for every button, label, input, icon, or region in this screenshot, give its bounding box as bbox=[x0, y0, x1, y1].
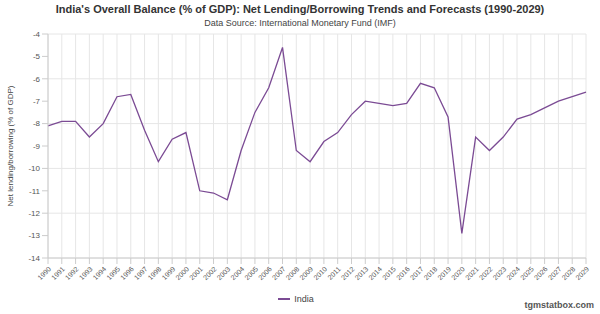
svg-text:1990: 1990 bbox=[36, 265, 52, 281]
svg-text:2018: 2018 bbox=[423, 265, 439, 281]
svg-text:2010: 2010 bbox=[312, 265, 328, 281]
svg-text:-14: -14 bbox=[28, 254, 40, 263]
svg-text:2001: 2001 bbox=[188, 265, 204, 281]
svg-text:1991: 1991 bbox=[50, 265, 66, 281]
html-text:Data Source: International Mon: Data Source: International Monetary Fund… bbox=[204, 18, 396, 28]
svg-text:1998: 1998 bbox=[147, 265, 163, 281]
svg-text:1993: 1993 bbox=[78, 265, 94, 281]
svg-text:2021: 2021 bbox=[464, 265, 480, 281]
svg-text:2022: 2022 bbox=[478, 265, 494, 281]
svg-text:1997: 1997 bbox=[133, 265, 149, 281]
svg-text:2004: 2004 bbox=[229, 265, 245, 281]
svg-text:Net lending/borrowing (% of GD: Net lending/borrowing (% of GDP) bbox=[8, 85, 15, 206]
svg-text:2013: 2013 bbox=[354, 265, 370, 281]
svg-text:2002: 2002 bbox=[202, 265, 218, 281]
svg-text:2017: 2017 bbox=[409, 265, 425, 281]
html-text:India's Overall Balance (% of: India's Overall Balance (% of GDP): Net … bbox=[55, 3, 545, 15]
svg-text:2026: 2026 bbox=[533, 265, 549, 281]
svg-text:2025: 2025 bbox=[519, 265, 535, 281]
svg-text:2019: 2019 bbox=[436, 265, 452, 281]
svg-text:2005: 2005 bbox=[243, 265, 259, 281]
svg-text:2028: 2028 bbox=[560, 265, 576, 281]
svg-text:-12: -12 bbox=[28, 209, 40, 218]
svg-text:2003: 2003 bbox=[216, 265, 232, 281]
svg-text:-5: -5 bbox=[33, 52, 41, 61]
html-text:tgmstatbox.com: tgmstatbox.com bbox=[524, 300, 594, 310]
svg-text:2007: 2007 bbox=[271, 265, 287, 281]
svg-text:1996: 1996 bbox=[119, 265, 135, 281]
svg-text:-11: -11 bbox=[29, 187, 41, 196]
svg-text:-10: -10 bbox=[28, 164, 40, 173]
svg-text:-13: -13 bbox=[28, 231, 40, 240]
svg-text:2015: 2015 bbox=[381, 265, 397, 281]
svg-text:-6: -6 bbox=[33, 75, 41, 84]
svg-text:1995: 1995 bbox=[105, 265, 121, 281]
svg-text:2000: 2000 bbox=[174, 265, 190, 281]
svg-text:2020: 2020 bbox=[450, 265, 466, 281]
svg-text:2011: 2011 bbox=[326, 265, 342, 281]
svg-text:2006: 2006 bbox=[257, 265, 273, 281]
svg-text:2027: 2027 bbox=[547, 265, 563, 281]
svg-text:-8: -8 bbox=[33, 119, 41, 128]
svg-text:-9: -9 bbox=[33, 142, 41, 151]
svg-text:2012: 2012 bbox=[340, 265, 356, 281]
svg-text:2024: 2024 bbox=[505, 265, 521, 281]
svg-text:2014: 2014 bbox=[367, 265, 383, 281]
svg-text:2008: 2008 bbox=[285, 265, 301, 281]
svg-text:-4: -4 bbox=[33, 30, 41, 39]
html-text:India: India bbox=[294, 294, 314, 304]
svg-text:2029: 2029 bbox=[574, 265, 590, 281]
svg-text:2009: 2009 bbox=[298, 265, 314, 281]
svg-text:2016: 2016 bbox=[395, 265, 411, 281]
svg-text:1999: 1999 bbox=[160, 265, 176, 281]
svg-text:-7: -7 bbox=[33, 97, 41, 106]
svg-text:2023: 2023 bbox=[491, 265, 507, 281]
svg-text:1994: 1994 bbox=[91, 265, 107, 281]
svg-text:1992: 1992 bbox=[64, 265, 80, 281]
